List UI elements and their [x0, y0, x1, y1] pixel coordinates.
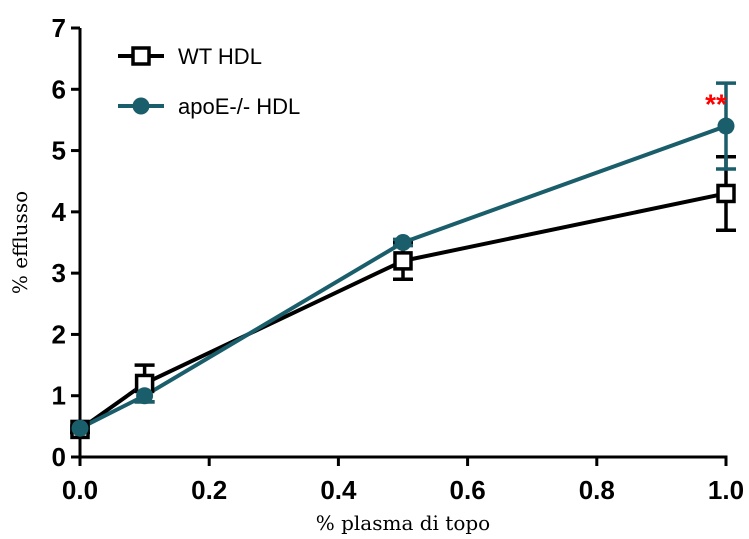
- x-tick-label: 1.0: [708, 475, 744, 505]
- x-tick-label: 0.0: [62, 475, 98, 505]
- data-point: [136, 387, 154, 405]
- data-point: [716, 183, 736, 204]
- annotations: **: [705, 88, 727, 119]
- x-tick-label: 0.8: [579, 475, 615, 505]
- y-axis-title: % efflusso: [8, 191, 32, 294]
- legend: WT HDL apoE-/- HDL: [118, 44, 300, 119]
- x-axis-title: % plasma di topo: [316, 511, 490, 535]
- series-layer: [70, 81, 736, 440]
- legend-label: apoE-/- HDL: [178, 94, 300, 119]
- legend-label: WT HDL: [178, 44, 262, 69]
- x-tick-label: 0.6: [450, 475, 486, 505]
- y-tick-label: 7: [52, 13, 66, 43]
- series-0: [70, 154, 736, 435]
- axes: [78, 28, 728, 459]
- data-point: [393, 251, 413, 271]
- series-line: [79, 124, 727, 430]
- ticks: 0 1 2 3 4 5 6 7 0.0 0.2 0.4 0.6 0.8 1.0: [52, 13, 745, 505]
- x-tick-label: 0.2: [191, 475, 227, 505]
- series-line: [78, 191, 727, 432]
- series-markers-0: [70, 183, 736, 440]
- y-tick-label: 2: [52, 319, 66, 349]
- x-tick-label: 0.4: [320, 475, 357, 505]
- y-tick-label: 1: [52, 381, 66, 411]
- y-tick-label: 5: [52, 136, 66, 166]
- data-point: [717, 117, 735, 135]
- series-markers-1: [71, 117, 735, 437]
- y-tick-label: 3: [52, 258, 66, 288]
- data-point: [394, 234, 412, 251]
- legend-marker: [132, 97, 150, 115]
- legend-marker: [131, 46, 151, 66]
- y-tick-label: 0: [52, 442, 66, 472]
- y-tick-label: 6: [52, 74, 66, 104]
- y-tick-label: 4: [52, 197, 67, 227]
- data-point: [71, 419, 89, 437]
- significance-annotation: **: [705, 88, 727, 119]
